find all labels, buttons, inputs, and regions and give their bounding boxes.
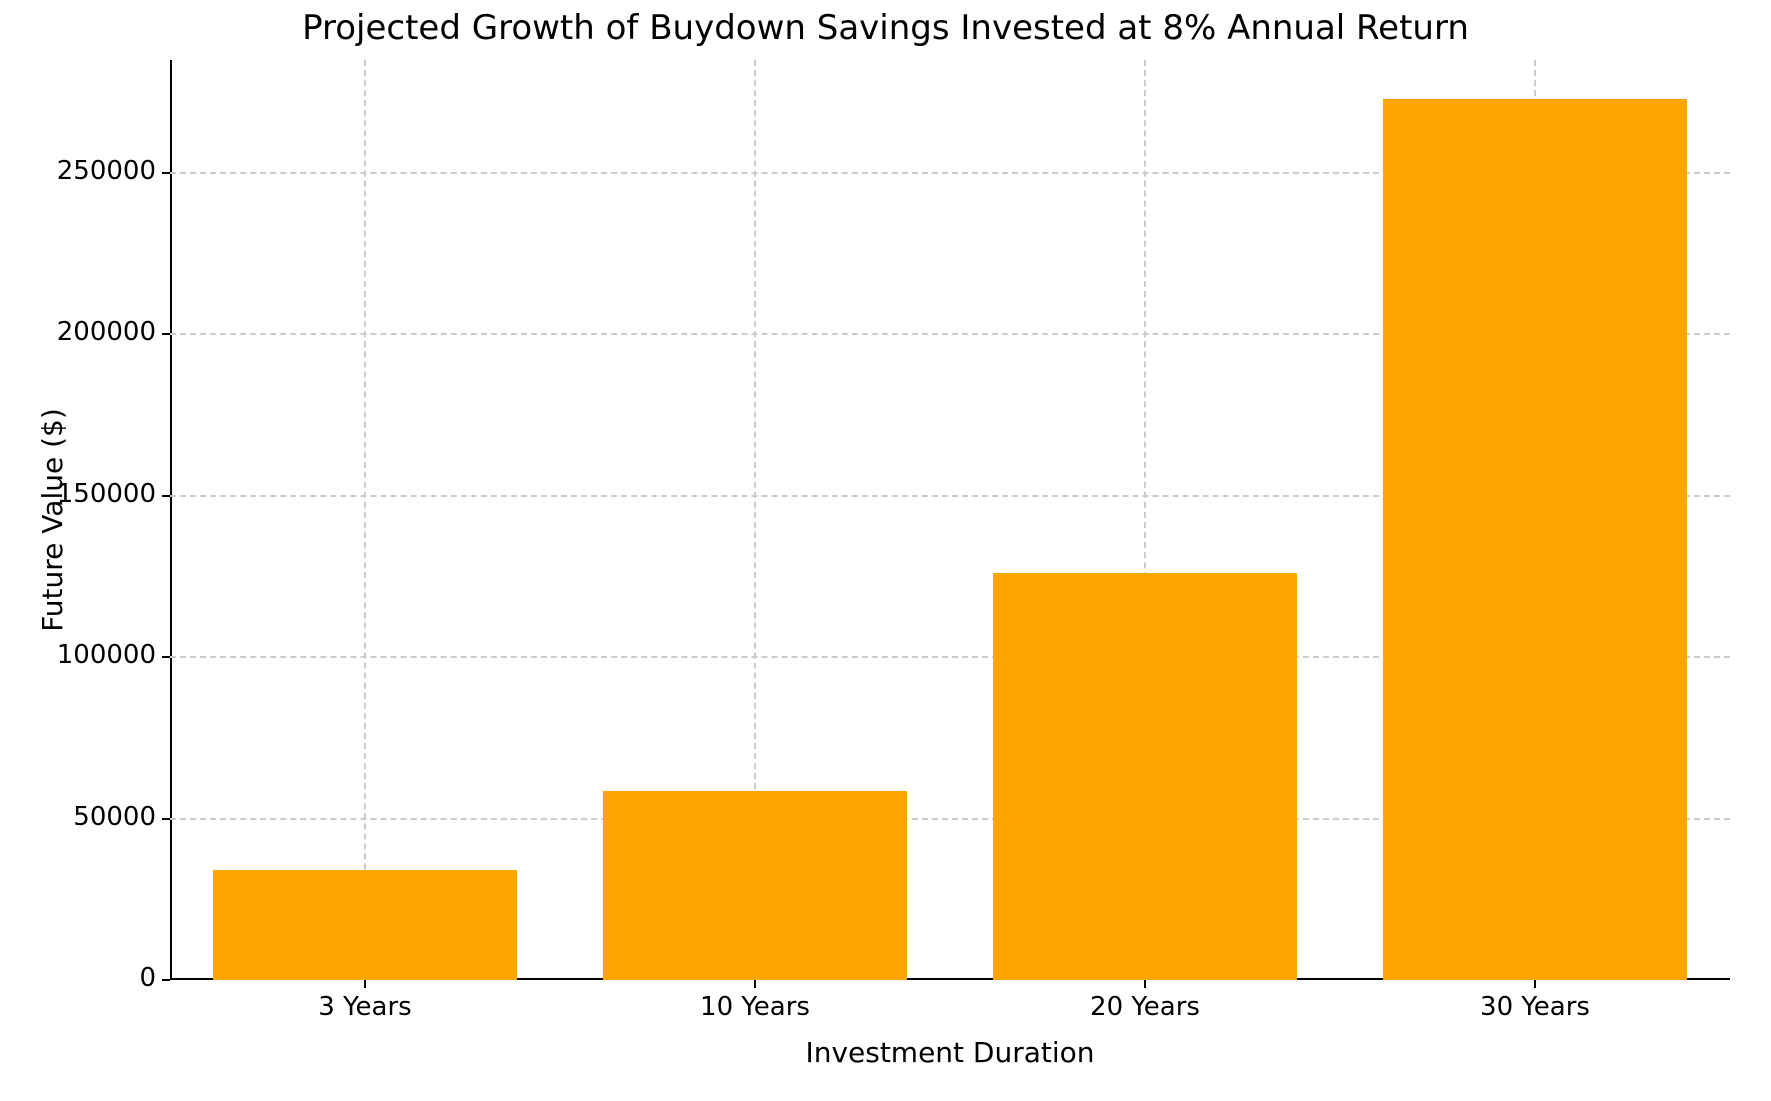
y-tick xyxy=(162,656,170,658)
x-tick-label: 10 Years xyxy=(700,992,810,1022)
y-tick-label: 200000 xyxy=(57,317,156,347)
bar xyxy=(993,573,1297,980)
x-axis-label: Investment Duration xyxy=(170,1036,1730,1069)
y-tick xyxy=(162,495,170,497)
chart-title: Projected Growth of Buydown Savings Inve… xyxy=(0,8,1771,48)
y-axis-label: Future Value ($) xyxy=(36,60,69,980)
y-tick-label: 0 xyxy=(139,963,156,993)
x-tick xyxy=(1534,980,1536,988)
bar xyxy=(213,870,517,980)
y-tick xyxy=(162,172,170,174)
x-tick-label: 30 Years xyxy=(1480,992,1590,1022)
x-tick xyxy=(364,980,366,988)
grid-line-v xyxy=(364,60,366,980)
x-tick-label: 3 Years xyxy=(318,992,411,1022)
chart-container: Projected Growth of Buydown Savings Inve… xyxy=(0,0,1771,1101)
bar xyxy=(1383,99,1687,980)
bar xyxy=(603,791,907,980)
y-tick xyxy=(162,979,170,981)
x-tick xyxy=(1144,980,1146,988)
x-tick-label: 20 Years xyxy=(1090,992,1200,1022)
y-tick-label: 150000 xyxy=(57,479,156,509)
y-tick xyxy=(162,333,170,335)
y-tick-label: 250000 xyxy=(57,156,156,186)
y-tick xyxy=(162,818,170,820)
y-axis-spine xyxy=(170,60,172,980)
plot-area xyxy=(170,60,1730,980)
y-tick-label: 50000 xyxy=(73,802,156,832)
x-tick xyxy=(754,980,756,988)
y-tick-label: 100000 xyxy=(57,640,156,670)
